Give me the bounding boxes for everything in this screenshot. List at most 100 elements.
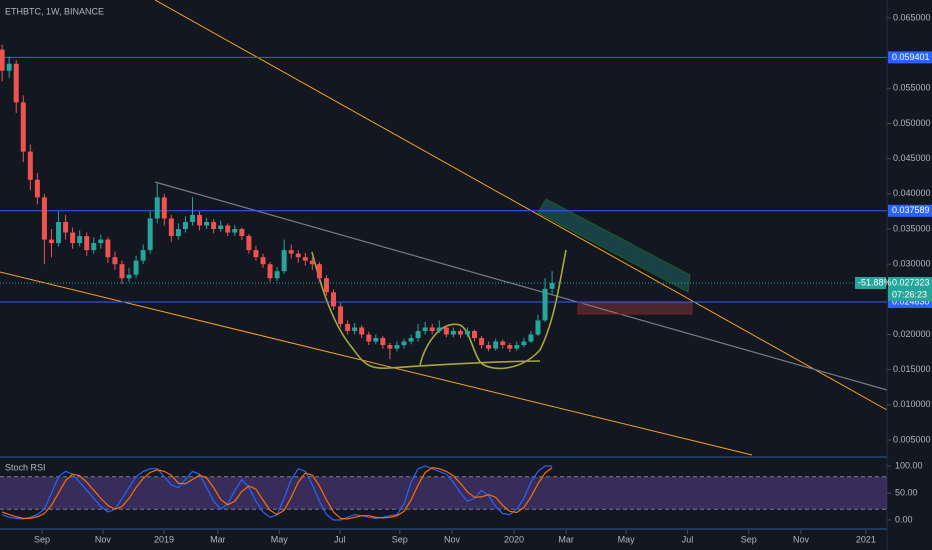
candle-body bbox=[345, 323, 351, 331]
candle-body bbox=[464, 330, 470, 335]
x-tick-label: Jul bbox=[334, 534, 346, 544]
candle-body bbox=[56, 221, 62, 244]
level-label: 0.037589 bbox=[892, 205, 930, 215]
candle-body bbox=[493, 341, 499, 349]
candle-body bbox=[542, 288, 548, 321]
candle-body bbox=[457, 330, 463, 335]
candle-body bbox=[41, 197, 47, 240]
candle-body bbox=[450, 330, 456, 335]
y-tick-label: 0.005000 bbox=[893, 434, 931, 444]
indicator-title: Stoch RSI bbox=[5, 462, 46, 472]
candle-body bbox=[387, 345, 393, 349]
x-tick-label: Mar bbox=[210, 534, 226, 544]
candle-body bbox=[105, 239, 111, 258]
candle-body bbox=[323, 278, 329, 293]
candle-body bbox=[225, 225, 231, 233]
trend-line bbox=[0, 271, 753, 456]
candle-body bbox=[20, 102, 26, 152]
candle-body bbox=[218, 225, 224, 230]
level-badge bbox=[888, 204, 932, 217]
drawings bbox=[0, 0, 888, 550]
candle-body bbox=[394, 345, 400, 349]
x-tick-label: Sep bbox=[741, 534, 757, 544]
candle-body bbox=[232, 229, 238, 233]
level-badge bbox=[888, 51, 932, 64]
candle-body bbox=[77, 236, 83, 244]
candle-body bbox=[401, 341, 407, 346]
countdown: 07:26:23 bbox=[892, 289, 927, 299]
candle-body bbox=[119, 264, 125, 279]
x-tick-label: 2020 bbox=[504, 534, 524, 544]
candle-body bbox=[479, 338, 485, 346]
y-tick-label: 0.055000 bbox=[893, 83, 931, 93]
candle-body bbox=[415, 330, 421, 339]
price-badge bbox=[888, 277, 932, 302]
candle-body bbox=[91, 243, 97, 251]
y-tick-label: 0.045000 bbox=[893, 153, 931, 163]
candle-body bbox=[352, 327, 358, 331]
candle-body bbox=[521, 341, 527, 346]
band-fill bbox=[0, 476, 887, 510]
y-tick-label: 100.00 bbox=[895, 460, 923, 470]
y-tick-label: 0.010000 bbox=[893, 399, 931, 409]
change-badge bbox=[855, 277, 886, 290]
pattern-drawing bbox=[311, 251, 541, 370]
candle-body bbox=[260, 257, 266, 265]
y-tick-label: 0.015000 bbox=[893, 364, 931, 374]
candle-body bbox=[316, 264, 322, 279]
x-tick-label: May bbox=[271, 534, 289, 544]
candle-body bbox=[239, 229, 245, 237]
candle-body bbox=[112, 257, 118, 265]
candle-body bbox=[535, 320, 541, 335]
candle-body bbox=[211, 221, 217, 230]
candle-body bbox=[472, 330, 478, 339]
x-tick-label: Sep bbox=[392, 534, 408, 544]
y-tick-label: 0.050000 bbox=[893, 118, 931, 128]
candle-body bbox=[309, 260, 315, 265]
candle-body bbox=[154, 197, 160, 219]
x-tick-label: Nov bbox=[95, 534, 112, 544]
candle-body bbox=[27, 151, 33, 180]
candle-body bbox=[140, 250, 146, 261]
candle-body bbox=[486, 345, 492, 349]
candle-body bbox=[84, 236, 90, 251]
candle-body bbox=[0, 49, 5, 71]
candle-body bbox=[13, 63, 19, 103]
candle-body bbox=[528, 334, 534, 342]
y-tick-label: 0.035000 bbox=[893, 223, 931, 233]
candle-body bbox=[408, 338, 414, 342]
candle-body bbox=[70, 232, 76, 244]
candle-body bbox=[274, 271, 280, 279]
candle-body bbox=[331, 292, 337, 307]
candle-body bbox=[281, 250, 287, 272]
y-tick-label: 0.040000 bbox=[893, 188, 931, 198]
candle-body bbox=[380, 338, 386, 346]
stoch-line bbox=[1, 466, 553, 520]
candle-body bbox=[175, 229, 181, 237]
stop-box bbox=[577, 302, 693, 315]
candle-body bbox=[6, 63, 12, 71]
candle-body bbox=[507, 345, 513, 349]
candle-body bbox=[267, 264, 273, 279]
trend-line bbox=[154, 181, 888, 391]
target-box bbox=[537, 198, 691, 293]
change-label: -51.88% bbox=[858, 277, 892, 287]
candle-body bbox=[48, 239, 54, 244]
candle-body bbox=[302, 257, 308, 261]
candle-body bbox=[373, 338, 379, 342]
candle-body bbox=[98, 239, 104, 244]
y-tick-label: 50.00 bbox=[895, 487, 918, 497]
candle-body bbox=[147, 218, 153, 251]
candle-body bbox=[359, 327, 365, 335]
pattern-drawing bbox=[419, 249, 567, 370]
x-tick-label: 2021 bbox=[856, 534, 876, 544]
candle-body bbox=[500, 341, 506, 346]
candle-body bbox=[197, 214, 203, 226]
candle-body bbox=[288, 250, 294, 254]
y-tick-label: 0.00 bbox=[895, 514, 913, 524]
candle-body bbox=[168, 218, 174, 237]
x-tick-label: Nov bbox=[793, 534, 810, 544]
candle-body bbox=[133, 260, 139, 275]
